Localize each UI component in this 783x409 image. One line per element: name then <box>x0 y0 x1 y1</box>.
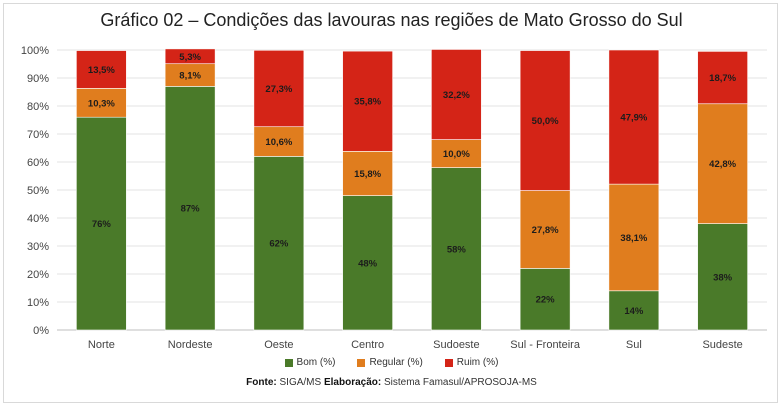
data-label: 58% <box>447 244 467 255</box>
bar-segment <box>76 50 127 89</box>
bar-segment <box>342 195 393 331</box>
data-label: 48% <box>358 258 378 269</box>
data-label: 76% <box>92 219 112 230</box>
bar-segment <box>342 50 393 152</box>
fonte-value: SIGA/MS <box>279 377 322 388</box>
fonte-label: Fonte: <box>246 377 277 388</box>
y-tick-label: 50% <box>27 185 49 197</box>
elaboracao-label: Elaboração: <box>323 377 382 388</box>
data-label: 13,5% <box>88 65 115 76</box>
bar-segment <box>608 49 660 185</box>
data-label: 87% <box>181 204 201 215</box>
bar-segment <box>253 156 305 331</box>
data-label: 18,7% <box>709 73 736 84</box>
y-tick-label: 100% <box>21 45 49 57</box>
data-label: 32,2% <box>443 90 470 101</box>
y-tick-label: 40% <box>27 213 49 225</box>
bar-segment <box>608 183 660 292</box>
bar-segment <box>608 290 660 331</box>
data-label: 42,8% <box>709 159 736 170</box>
data-label: 47,9% <box>620 113 647 124</box>
y-tick-label: 70% <box>27 129 49 141</box>
chart-legend: Bom (%) Regular (%) Ruim (%) <box>0 357 783 368</box>
x-tick-label: Sudoeste <box>433 339 479 351</box>
data-label: 8,1% <box>179 71 201 82</box>
x-tick-label: Oeste <box>264 339 293 351</box>
y-tick-label: 80% <box>27 101 49 113</box>
elaboracao-value: Sistema Famasul/APROSOJA-MS <box>384 377 537 388</box>
legend-item-ruim: Ruim (%) <box>444 357 499 368</box>
data-label: 10,0% <box>443 149 470 160</box>
y-tick-label: 0% <box>33 325 49 337</box>
data-label: 15,8% <box>354 169 381 180</box>
x-tick-label: Sudeste <box>702 339 742 351</box>
legend-swatch-ruim <box>444 358 453 367</box>
data-label: 38% <box>713 272 733 283</box>
bar-segment <box>697 103 748 224</box>
y-tick-label: 10% <box>27 297 49 309</box>
bar-segment <box>76 88 127 118</box>
legend-label-bom: Bom (%) <box>296 357 336 368</box>
bar-segment <box>76 116 127 331</box>
bar-segment <box>697 223 748 331</box>
data-label: 14% <box>624 306 644 317</box>
legend-swatch-bom <box>284 358 293 367</box>
y-tick-label: 60% <box>27 157 49 169</box>
data-label: 35,8% <box>354 97 381 108</box>
y-tick-label: 30% <box>27 241 49 253</box>
bar-segment <box>253 126 305 157</box>
x-tick-label: Sul <box>626 339 642 351</box>
x-tick-label: Nordeste <box>168 339 213 351</box>
bar-segment <box>253 49 305 128</box>
data-label: 5,3% <box>179 52 201 63</box>
data-label: 10,6% <box>265 137 292 148</box>
legend-label-regular: Regular (%) <box>369 357 423 368</box>
bar-segment <box>697 51 748 105</box>
legend-item-bom: Bom (%) <box>284 357 336 368</box>
y-tick-label: 90% <box>27 73 49 85</box>
bar-segment <box>519 268 571 331</box>
data-label: 62% <box>269 239 289 250</box>
x-tick-label: Centro <box>351 339 384 351</box>
legend-item-regular: Regular (%) <box>357 357 423 368</box>
bar-segment <box>431 49 482 140</box>
legend-label-ruim: Ruim (%) <box>456 357 499 368</box>
bar-segment <box>342 151 393 196</box>
data-label: 22% <box>536 295 556 306</box>
legend-swatch-regular <box>357 358 366 367</box>
source-note: Fonte: SIGA/MS Elaboração: Sistema Famas… <box>0 377 783 388</box>
x-tick-label: Sul - Fronteira <box>510 339 581 351</box>
data-label: 27,8% <box>532 225 559 236</box>
x-tick-label: Norte <box>88 339 115 351</box>
chart-title: Gráfico 02 – Condições das lavouras nas … <box>100 10 683 30</box>
data-label: 50,0% <box>532 116 559 127</box>
bar-segment <box>164 86 216 331</box>
data-label: 27,3% <box>265 84 292 95</box>
data-label: 38,1% <box>620 233 647 244</box>
bar-segment <box>519 50 571 191</box>
bar-segment <box>164 48 216 65</box>
data-label: 10,3% <box>88 98 115 109</box>
y-tick-label: 20% <box>27 269 49 281</box>
